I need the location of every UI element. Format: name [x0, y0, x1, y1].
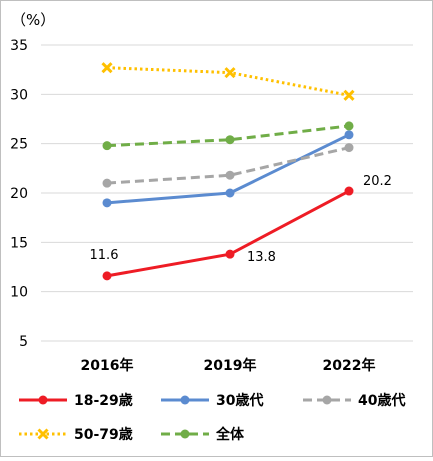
- legend-marker: [180, 429, 190, 439]
- data-point: [225, 135, 235, 145]
- legend-item: 50-79歳: [19, 426, 133, 443]
- x-tick-label: 2019年: [204, 357, 257, 374]
- data-point: [344, 130, 354, 140]
- series-3: [102, 143, 354, 188]
- data-point: [343, 89, 355, 101]
- series-line: [106, 146, 350, 185]
- legend-item: 18-29歳: [19, 392, 133, 409]
- x-tick-label: 2022年: [323, 357, 376, 374]
- legend-marker: [37, 428, 49, 440]
- data-point: [225, 188, 235, 198]
- legend-label: 50-79歳: [74, 426, 133, 443]
- data-point: [344, 186, 354, 196]
- data-point: [225, 170, 235, 180]
- data-point: [344, 121, 354, 131]
- y-tick-label: 5: [19, 334, 28, 350]
- data-point: [344, 143, 354, 153]
- legend-label: 全体: [215, 426, 245, 443]
- x-axis-tick-labels: 2016年 2019年 2022年: [81, 357, 376, 374]
- legend-marker: [180, 395, 190, 405]
- legend-marker: [38, 395, 48, 405]
- y-tick-label: 15: [10, 235, 28, 251]
- y-tick-label: 30: [10, 87, 28, 103]
- data-point: [101, 62, 113, 74]
- series-line: [106, 124, 350, 148]
- series-2: [102, 130, 354, 208]
- marker-stroke: [343, 89, 355, 101]
- series-line: [106, 189, 350, 278]
- data-point: [102, 271, 112, 281]
- y-tick-label: 10: [10, 285, 28, 301]
- data-point: [102, 141, 112, 151]
- series-lines: [101, 62, 355, 281]
- legend-label: 18-29歳: [74, 392, 133, 409]
- legend-label: 40歳代: [358, 392, 405, 409]
- series-4: [101, 62, 355, 101]
- x-tick-label: 2016年: [81, 357, 134, 374]
- series-1: [102, 186, 354, 281]
- legend-item: 全体: [161, 426, 245, 443]
- y-tick-label: 25: [10, 137, 28, 153]
- marker-stroke: [101, 62, 113, 74]
- data-labels: 11.6 13.8 20.2: [90, 174, 392, 265]
- data-label: 20.2: [363, 174, 392, 189]
- data-label: 11.6: [90, 248, 119, 263]
- data-point: [225, 249, 235, 259]
- data-point: [102, 198, 112, 208]
- data-point: [102, 178, 112, 188]
- data-point: [224, 67, 236, 79]
- marker-stroke: [37, 428, 49, 440]
- y-axis-unit-label: （%）: [11, 11, 55, 29]
- y-tick-label: 35: [10, 38, 28, 54]
- marker-stroke: [224, 67, 236, 79]
- data-label: 13.8: [247, 250, 276, 265]
- series-5: [102, 121, 354, 151]
- legend-item: 40歳代: [303, 392, 405, 409]
- y-tick-label: 20: [10, 186, 28, 202]
- legend-label: 30歳代: [216, 392, 263, 409]
- legend: 18-29歳 30歳代 40歳代 50-79歳 全体: [19, 392, 405, 443]
- legend-marker: [322, 395, 332, 405]
- y-axis-tick-labels: 5 10 15 20 25 30 35: [10, 38, 28, 350]
- legend-item: 30歳代: [161, 392, 263, 409]
